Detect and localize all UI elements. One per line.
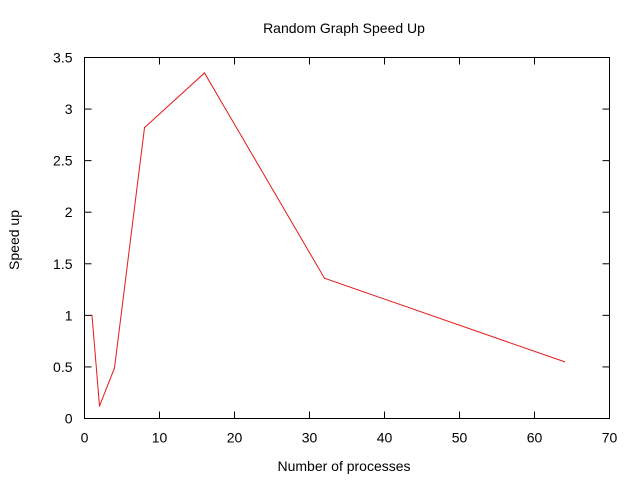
y-axis-label: Speed up xyxy=(6,210,22,270)
plot-frame xyxy=(84,57,610,419)
x-tick-label: 0 xyxy=(81,430,89,446)
chart-title: Random Graph Speed Up xyxy=(263,20,425,36)
y-tick-label: 3.5 xyxy=(53,50,73,66)
y-tick-label: 1.5 xyxy=(53,256,73,272)
y-tick-label: 1 xyxy=(65,307,73,323)
data-point xyxy=(143,127,146,129)
data-point xyxy=(113,367,116,369)
x-tick-label: 20 xyxy=(227,430,243,446)
data-point xyxy=(323,277,326,279)
y-tick-label: 0 xyxy=(65,411,73,427)
x-axis-label: Number of processes xyxy=(277,458,410,474)
x-tick-label: 70 xyxy=(602,430,618,446)
x-tick-label: 30 xyxy=(302,430,318,446)
y-tick-label: 2 xyxy=(65,204,73,220)
series-line xyxy=(91,72,565,407)
y-tick-label: 2.5 xyxy=(53,153,73,169)
series-group xyxy=(91,72,566,407)
x-tick-label: 40 xyxy=(377,430,393,446)
axis-ticks: 0 10 20 30 40 50 60 70 0 0.5 1 1.5 2 2.5 3 3.5 xyxy=(53,50,617,446)
data-point xyxy=(563,361,566,363)
x-tick-label: 50 xyxy=(452,430,468,446)
x-tick-label: 60 xyxy=(527,430,543,446)
data-point xyxy=(203,72,206,74)
y-tick-label: 0.5 xyxy=(53,359,73,375)
data-point xyxy=(98,405,101,407)
data-point xyxy=(91,314,93,316)
x-tick-label: 10 xyxy=(152,430,168,446)
y-tick-label: 3 xyxy=(65,101,73,117)
